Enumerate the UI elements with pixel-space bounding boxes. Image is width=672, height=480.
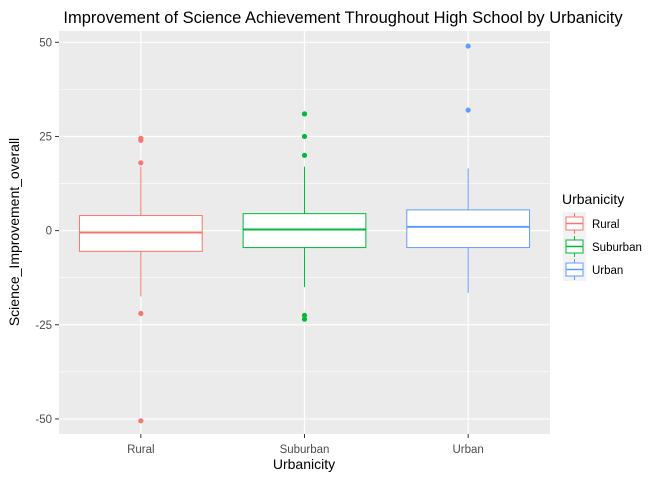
box-rural: [78, 135, 203, 424]
outlier-point: [301, 111, 308, 117]
x-axis-title: Urbanicity: [273, 456, 335, 472]
x-axis-ticks: Rural Suburban Urban: [127, 434, 484, 456]
outlier-point: [301, 133, 308, 140]
outlier-point: [138, 418, 144, 424]
box-suburban: [242, 111, 367, 322]
legend-entry-urban: Urban: [563, 258, 623, 281]
x-tick-label: Urban: [453, 444, 484, 456]
legend-label: Urban: [592, 265, 623, 277]
box-series: [78, 43, 531, 424]
outlier-point: [301, 312, 308, 318]
x-tick-label: Rural: [127, 444, 154, 456]
legend-entry-suburban: Suburban: [563, 235, 642, 258]
legend-label: Rural: [592, 219, 619, 231]
outlier-point: [138, 310, 144, 317]
y-tick-label: 0: [46, 226, 52, 238]
chart-title: Improvement of Science Achievement Throu…: [63, 9, 623, 27]
y-axis-ticks: -50 -25 0 25 50: [35, 37, 59, 426]
y-tick-label: 50: [39, 37, 52, 49]
box-urban: [406, 43, 531, 293]
outlier-point: [138, 160, 144, 166]
outlier-point: [465, 107, 471, 113]
outlier-point: [301, 316, 308, 322]
iqr-box: [242, 213, 367, 249]
legend-label: Suburban: [592, 242, 642, 254]
x-tick-label: Suburban: [280, 444, 330, 456]
legend-title: Urbanicity: [562, 191, 624, 207]
y-tick-label: -50: [35, 414, 52, 426]
y-tick-label: -25: [35, 320, 52, 332]
y-tick-label: 25: [39, 131, 52, 143]
legend-entry-rural: Rural: [563, 212, 619, 235]
outlier-point: [301, 152, 308, 158]
outlier-point: [138, 137, 144, 143]
legend: Urbanicity Rural Suburban Urban: [562, 191, 642, 281]
y-axis-title: Science_Improvement_overall: [6, 138, 22, 326]
outlier-point: [465, 43, 471, 49]
iqr-box: [406, 209, 531, 249]
